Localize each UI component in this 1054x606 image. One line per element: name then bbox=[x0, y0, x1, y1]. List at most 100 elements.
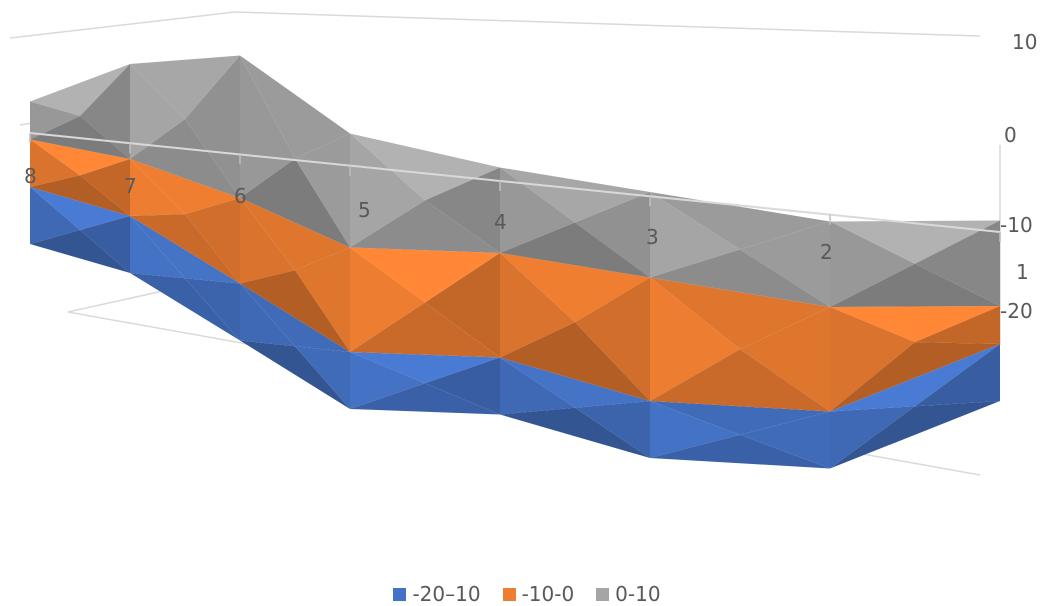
legend-item: -10-0 bbox=[502, 582, 575, 606]
surface-band-3 bbox=[30, 55, 1000, 307]
surface-facet bbox=[830, 401, 1000, 469]
surface-facet bbox=[915, 220, 1000, 306]
surface-facet bbox=[295, 247, 350, 352]
legend-item: 0-10 bbox=[596, 582, 661, 606]
surface-facet bbox=[500, 357, 650, 408]
surface-facet bbox=[130, 64, 185, 159]
surface-facet bbox=[240, 283, 295, 347]
surface-facet bbox=[350, 352, 500, 384]
surface-facet bbox=[500, 322, 650, 401]
surface-facet bbox=[500, 167, 575, 253]
z-tick-label: -20 bbox=[1000, 299, 1033, 323]
surface-facet bbox=[575, 277, 650, 401]
surface-facet bbox=[830, 221, 915, 307]
x-tick-label: 7 bbox=[124, 174, 137, 198]
surface-facet bbox=[130, 119, 240, 198]
surface-facet bbox=[500, 167, 650, 223]
gridline bbox=[234, 11, 981, 37]
x-tick-label: 4 bbox=[494, 210, 507, 234]
legend-swatch bbox=[393, 587, 407, 601]
surface-facet bbox=[350, 200, 500, 253]
surface-facet bbox=[30, 101, 80, 140]
legend: -20–10 -10-0 0-10 bbox=[0, 582, 1054, 606]
surface-facet bbox=[500, 253, 650, 323]
surface-facet bbox=[425, 253, 500, 358]
x-tick-marks bbox=[29, 133, 1001, 242]
surface-facet bbox=[830, 220, 1000, 264]
surface-facet bbox=[425, 357, 500, 415]
legend-label: -20–10 bbox=[412, 582, 481, 606]
surface-facet bbox=[30, 139, 80, 187]
surface-facet bbox=[240, 55, 295, 198]
surface-facet bbox=[740, 411, 830, 469]
x-tick-label: 8 bbox=[24, 164, 37, 188]
x-tick-labels: 8 7 6 5 4 3 2 1 bbox=[24, 164, 1029, 284]
surface-facet bbox=[240, 55, 350, 159]
surface-facet bbox=[80, 64, 130, 159]
surface-facet bbox=[30, 187, 80, 244]
surface-facet bbox=[830, 263, 1000, 307]
surface-facet bbox=[350, 383, 500, 415]
surface-facet bbox=[650, 192, 830, 250]
surface-facet bbox=[650, 277, 830, 350]
z-tick-label: 0 bbox=[1004, 123, 1017, 147]
surface-facet bbox=[650, 349, 830, 412]
surface-facet bbox=[80, 159, 130, 216]
surface-facet bbox=[185, 198, 240, 284]
surface-facet bbox=[500, 222, 650, 278]
surface-facet bbox=[130, 273, 240, 341]
surface-facet bbox=[500, 357, 575, 415]
surface-facet bbox=[650, 249, 830, 307]
z-tick-labels: 10 0 -10 -20 bbox=[1000, 30, 1037, 323]
surface-facet bbox=[30, 175, 130, 216]
surface-facet bbox=[915, 344, 1000, 407]
x-tick-label: 3 bbox=[646, 225, 659, 249]
z-tick-label: 10 bbox=[1012, 30, 1037, 54]
surface-facet bbox=[240, 270, 350, 352]
surface-facet bbox=[130, 216, 185, 279]
surface-facet bbox=[575, 192, 650, 278]
surface-facet bbox=[130, 159, 185, 216]
surface-facet bbox=[650, 192, 740, 278]
surface-facet bbox=[30, 230, 130, 273]
legend-swatch bbox=[502, 587, 516, 601]
legend-label: 0-10 bbox=[615, 582, 661, 606]
surface-facet bbox=[650, 401, 740, 458]
surface-facet bbox=[30, 64, 130, 116]
surface-facet bbox=[650, 401, 830, 435]
surface-band-2 bbox=[30, 139, 1000, 412]
surface-facet bbox=[350, 302, 500, 358]
legend-item: -20–10 bbox=[393, 582, 481, 606]
surface-facet bbox=[500, 253, 575, 358]
surface-facet bbox=[130, 55, 240, 120]
surface-facet bbox=[915, 306, 1000, 344]
surface-chart: 8 7 6 5 4 3 2 1 10 0 -10 -20 bbox=[9, 11, 1037, 476]
surface-facet bbox=[240, 198, 295, 284]
surface-facet bbox=[350, 133, 425, 248]
surface-facet bbox=[80, 216, 130, 273]
surface-facet bbox=[350, 133, 500, 201]
surface-facet bbox=[350, 247, 500, 303]
surface-facet bbox=[830, 306, 1000, 343]
x-tick-label: 5 bbox=[358, 198, 371, 222]
surface-facet bbox=[240, 198, 350, 271]
surface-facet bbox=[30, 187, 130, 230]
x-tick-label: 2 bbox=[820, 240, 833, 264]
x-tick-label: 6 bbox=[234, 184, 247, 208]
x-tick-label: 1 bbox=[1016, 260, 1029, 284]
surface-facet bbox=[185, 55, 240, 198]
surface-facet bbox=[740, 307, 830, 412]
surface-facet bbox=[830, 342, 1000, 412]
surface-facet bbox=[350, 352, 425, 409]
z-tick-label: -10 bbox=[1000, 213, 1033, 237]
surface-bands bbox=[30, 55, 1000, 469]
surface-facet bbox=[425, 167, 500, 253]
surface-facet bbox=[350, 247, 425, 352]
surface-facet bbox=[30, 139, 130, 176]
legend-label: -10-0 bbox=[521, 582, 575, 606]
surface-facet bbox=[830, 307, 915, 412]
surface-facet bbox=[740, 221, 830, 307]
surface-facet bbox=[240, 158, 350, 248]
surface-facet bbox=[130, 214, 240, 284]
